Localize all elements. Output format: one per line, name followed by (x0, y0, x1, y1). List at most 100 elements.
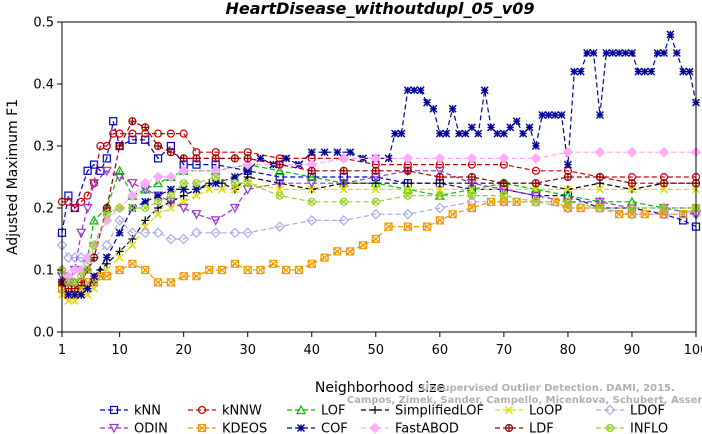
data-point-cof (615, 49, 624, 57)
data-point-lof (274, 165, 285, 175)
data-point-inflo (307, 197, 316, 206)
watermark-line-2: Campos, Zimek, Sander, Campello, Micenko… (347, 395, 702, 406)
data-point-fastabod (139, 177, 151, 189)
data-point-kdeos (128, 259, 137, 268)
data-point-simplifiedlof (102, 259, 111, 268)
data-point-cof (83, 284, 92, 293)
legend-item-fastabod: FastABOD (361, 422, 459, 434)
data-point-cof (538, 111, 547, 119)
data-point-kdeos (141, 265, 150, 275)
data-point-odin (127, 179, 138, 189)
data-point-loop (192, 191, 201, 200)
data-point-inflo (339, 197, 348, 206)
data-point-inflo (563, 197, 573, 206)
data-point-knn (128, 135, 137, 144)
data-point-ldf (211, 154, 220, 163)
data-point-ldof (274, 221, 286, 232)
data-point-odin (178, 203, 189, 214)
data-point-ldof (165, 233, 177, 245)
plot-area (56, 30, 702, 306)
legend-item-simplifiedlof: SimplifiedLOF (361, 404, 484, 419)
data-point-inflo (115, 203, 124, 213)
legend-swatch-marker (604, 404, 616, 416)
x-tick-label: 50 (368, 343, 385, 358)
legend-item-lof: LOF (287, 404, 346, 419)
data-point-ldof (191, 227, 202, 239)
data-point-ldof (434, 202, 446, 214)
series-inflo (57, 172, 701, 287)
data-point-knn (141, 135, 150, 144)
data-point-cof (499, 129, 508, 138)
data-point-lof (626, 196, 637, 206)
data-point-knnw (102, 141, 111, 151)
data-point-inflo (128, 203, 137, 213)
data-point-loop (659, 185, 669, 194)
data-point-fastabod (466, 153, 478, 164)
data-point-ldof (229, 227, 241, 239)
data-point-kdeos (640, 210, 649, 219)
data-point-loop (275, 185, 284, 194)
data-point-fastabod (658, 146, 670, 158)
data-point-cof (307, 148, 316, 157)
series-line-fastabod (61, 151, 696, 278)
data-point-cof (403, 86, 412, 95)
data-point-cof (531, 142, 540, 150)
data-point-kdeos (333, 247, 342, 256)
x-tick-label: 10 (111, 343, 128, 358)
y-axis: 0.0 0.1 0.2 0.3 0.4 0.5 (33, 16, 62, 341)
data-point-kdeos (615, 210, 624, 219)
data-point-cof (461, 129, 470, 138)
data-point-kdeos (448, 210, 457, 219)
data-point-ldf (192, 154, 201, 163)
data-point-inflo (627, 203, 637, 213)
plot-frame (61, 21, 697, 333)
x-tick-label: 30 (239, 343, 256, 358)
data-point-loop (435, 185, 444, 194)
data-point-cof (435, 129, 444, 138)
data-point-ldf (467, 172, 476, 182)
data-point-cof (282, 154, 291, 163)
legend-item-ldf: LDF (495, 422, 554, 434)
data-point-kdeos (256, 265, 265, 275)
data-point-inflo (70, 278, 79, 287)
data-point-kdeos (230, 259, 240, 268)
data-point-cof (192, 185, 201, 194)
data-point-knn (64, 191, 73, 200)
data-point-cof (621, 49, 630, 57)
data-point-fastabod (152, 171, 164, 183)
data-point-cof (115, 228, 124, 237)
legend-swatch-marker (369, 422, 381, 434)
data-point-loop (166, 203, 175, 213)
data-point-loop (307, 185, 316, 194)
data-point-cof (70, 290, 79, 299)
chart-title: HeartDisease_withoutdupl_05_v09 (226, 0, 535, 18)
data-point-ldof (402, 208, 414, 220)
data-point-cof (230, 173, 239, 181)
y-tick-label: 0.5 (33, 16, 54, 31)
legend-label: ODIN (134, 422, 168, 434)
x-axis: 1 10 20 30 40 50 60 70 80 90 100 (58, 332, 702, 358)
data-point-ldf (307, 166, 316, 175)
data-point-knnw (70, 203, 79, 213)
y-tick-label: 0.3 (33, 140, 54, 155)
data-point-ldof (114, 215, 125, 226)
data-point-knn (102, 154, 111, 163)
y-axis-label: Adjusted Maximum F1 (5, 99, 21, 255)
data-point-ldf (141, 123, 150, 132)
legend-item-cof: COF (287, 422, 348, 434)
data-point-odin (242, 185, 253, 195)
data-point-cof (679, 67, 688, 76)
data-point-cof (647, 67, 656, 76)
data-point-inflo (275, 191, 284, 200)
data-point-ldof (139, 227, 151, 239)
x-tick-label: 100 (684, 343, 702, 358)
data-point-kdeos (679, 210, 688, 219)
data-point-cof (627, 49, 636, 57)
data-point-inflo (595, 203, 605, 213)
data-point-cof (525, 123, 534, 132)
data-point-cof (442, 129, 451, 138)
data-point-kdeos (269, 259, 278, 268)
legend-swatch-marker (504, 423, 514, 433)
data-point-cof (551, 111, 560, 119)
